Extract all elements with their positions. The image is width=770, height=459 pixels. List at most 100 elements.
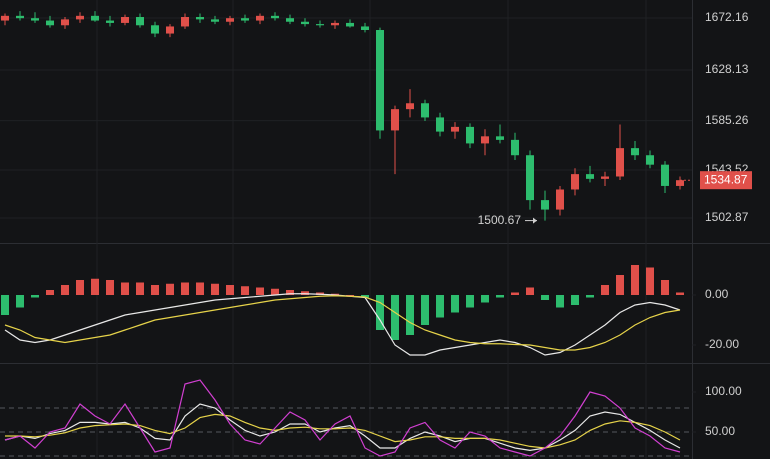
candle-body xyxy=(121,17,129,23)
candle-body xyxy=(196,17,204,20)
candle-body xyxy=(346,22,354,27)
candle-body xyxy=(631,148,639,156)
macd-bar xyxy=(31,295,39,298)
macd-bar xyxy=(601,285,609,295)
macd-bar xyxy=(256,287,264,295)
macd-bar xyxy=(406,295,414,335)
macd-bar xyxy=(76,280,84,295)
last-price-box xyxy=(700,171,752,190)
y-tick-label: -20.00 xyxy=(705,337,739,351)
macd-bar xyxy=(181,282,189,295)
candle-body xyxy=(406,103,414,110)
macd-bar xyxy=(346,295,354,296)
candle-body xyxy=(61,19,69,26)
candle-body xyxy=(226,18,234,22)
macd-bar xyxy=(226,285,234,295)
candle-body xyxy=(676,180,684,186)
candle-body xyxy=(91,15,99,21)
macd-bar xyxy=(361,295,369,298)
candle-body xyxy=(106,20,114,23)
candle-body xyxy=(76,15,84,20)
macd-bar xyxy=(676,292,684,295)
macd-bar xyxy=(631,265,639,295)
y-tick-label: 50.00 xyxy=(705,424,735,438)
last-price-label: 1534.87 xyxy=(704,172,748,186)
macd-bar xyxy=(376,295,384,330)
macd-bar xyxy=(166,283,174,295)
candle-body xyxy=(151,25,159,34)
macd-bar xyxy=(331,293,339,295)
y-tick-label: 1585.26 xyxy=(705,113,749,127)
candle-body xyxy=(136,17,144,26)
macd-bar xyxy=(16,295,24,308)
macd-bar xyxy=(91,278,99,295)
macd-bar xyxy=(661,280,669,295)
low-marker-arrowhead xyxy=(533,217,537,224)
low-marker-label: 1500.67 xyxy=(478,213,522,227)
indicator-line xyxy=(4,403,681,452)
y-tick-label: 1672.16 xyxy=(705,10,749,24)
macd-bar xyxy=(46,290,54,295)
indicator-line xyxy=(5,413,681,449)
candle-body xyxy=(31,18,39,21)
candle-body xyxy=(586,174,594,179)
candle-body xyxy=(451,126,459,132)
candle-body xyxy=(556,189,564,210)
candle-body xyxy=(496,136,504,140)
plot-layer: 1672.161628.131585.261543.521502.871534.… xyxy=(0,10,752,457)
macd-bar xyxy=(391,295,399,340)
candle-body xyxy=(331,22,339,26)
candle-body xyxy=(241,18,249,21)
candle-body xyxy=(16,15,24,19)
macd-bar xyxy=(106,280,114,295)
macd-bar xyxy=(616,275,624,295)
macd-bar xyxy=(301,291,309,295)
y-tick-label: 1628.13 xyxy=(705,62,749,76)
macd-bar xyxy=(646,267,654,295)
macd-bar xyxy=(1,295,9,315)
candle-body xyxy=(436,117,444,132)
candle-body xyxy=(361,26,369,31)
macd-bar xyxy=(196,282,204,295)
macd-line xyxy=(4,295,681,351)
candle-body xyxy=(271,15,279,19)
macd-bar xyxy=(211,283,219,295)
macd-bar xyxy=(526,287,534,295)
macd-bar xyxy=(286,290,294,295)
candle-body xyxy=(46,20,54,26)
candle-body xyxy=(511,139,519,156)
macd-bar xyxy=(136,282,144,295)
macd-bar xyxy=(541,295,549,300)
candle-body xyxy=(661,164,669,186)
candle-body xyxy=(286,18,294,22)
y-tick-label: 100.00 xyxy=(705,384,742,398)
macd-bar xyxy=(241,286,249,295)
macd-bar xyxy=(421,295,429,325)
candle-body xyxy=(211,19,219,22)
macd-bar xyxy=(496,295,504,298)
candle-body xyxy=(616,148,624,177)
y-tick-label: 1502.87 xyxy=(705,210,749,224)
candle-body xyxy=(541,200,549,210)
candle-body xyxy=(1,15,9,21)
candle-body xyxy=(181,17,189,27)
candle-body xyxy=(526,155,534,201)
candle-body xyxy=(571,174,579,190)
macd-bar xyxy=(121,282,129,295)
candle-body xyxy=(166,26,174,34)
candle-body xyxy=(256,15,264,21)
candle-body xyxy=(316,24,324,26)
macd-bar xyxy=(511,292,519,295)
macd-bar xyxy=(556,295,564,308)
vertical-grid xyxy=(96,0,647,459)
macd-bar xyxy=(466,295,474,308)
macd-bar xyxy=(151,285,159,295)
candle-body xyxy=(421,103,429,118)
candle-body xyxy=(646,155,654,165)
y-tick-label: 0.00 xyxy=(705,287,729,301)
macd-bar xyxy=(61,285,69,295)
candle-body xyxy=(376,30,384,131)
candle-body xyxy=(466,126,474,144)
